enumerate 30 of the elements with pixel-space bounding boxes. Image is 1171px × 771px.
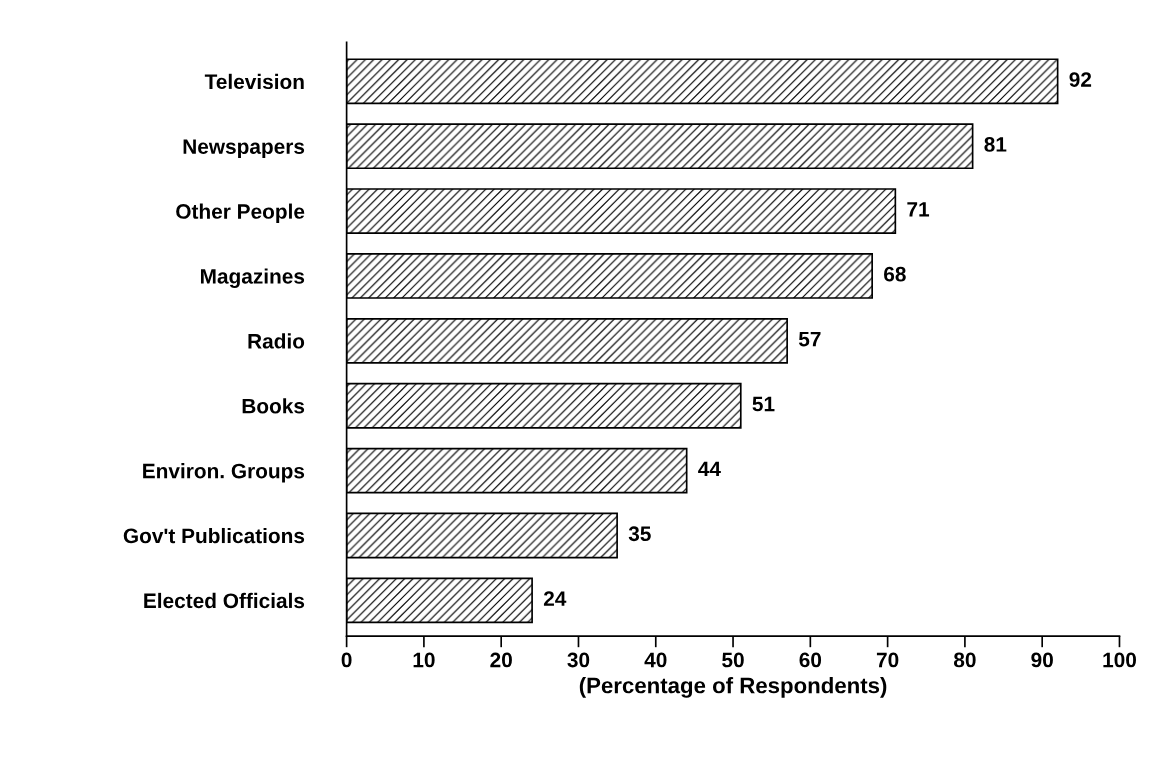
y-tick-label: Elected Officials — [144, 592, 305, 609]
x-tick-label: 60 — [799, 652, 822, 668]
y-tick-label: Newspapers — [183, 139, 305, 159]
x-tick-label: 20 — [490, 652, 512, 668]
x-tick-label: 50 — [722, 652, 744, 668]
data-label: 44 — [698, 461, 721, 477]
data-label: 71 — [907, 202, 930, 217]
data-label: 57 — [798, 331, 821, 347]
data-label: 92 — [1069, 72, 1092, 87]
x-tick-label: 30 — [567, 652, 590, 668]
x-tick-label: 90 — [1031, 652, 1053, 668]
y-tick-label: Environ. Groups — [143, 463, 305, 483]
data-label: 24 — [543, 591, 567, 606]
x-tick-label: 70 — [876, 652, 899, 668]
y-tick-label: Books — [242, 398, 305, 414]
y-tick-label: Gov't Publications — [123, 527, 305, 544]
x-tick-label: 40 — [644, 652, 667, 668]
y-tick-label: Radio — [248, 333, 305, 349]
x-tick-label: 10 — [413, 652, 435, 668]
x-tick-label: 80 — [953, 652, 976, 668]
x-axis-title: (Percentage of Respondents) — [579, 677, 887, 698]
y-tick-label: Magazines — [200, 268, 305, 288]
data-label: 68 — [884, 266, 906, 282]
y-tick-label: Television — [204, 73, 304, 90]
y-tick-label: Other People — [176, 203, 305, 223]
data-label: 51 — [752, 396, 775, 412]
data-label: 81 — [984, 137, 1007, 152]
x-tick-label: 0 — [341, 652, 352, 668]
data-label: 35 — [628, 526, 651, 542]
x-tick-label: 100 — [1103, 652, 1136, 668]
